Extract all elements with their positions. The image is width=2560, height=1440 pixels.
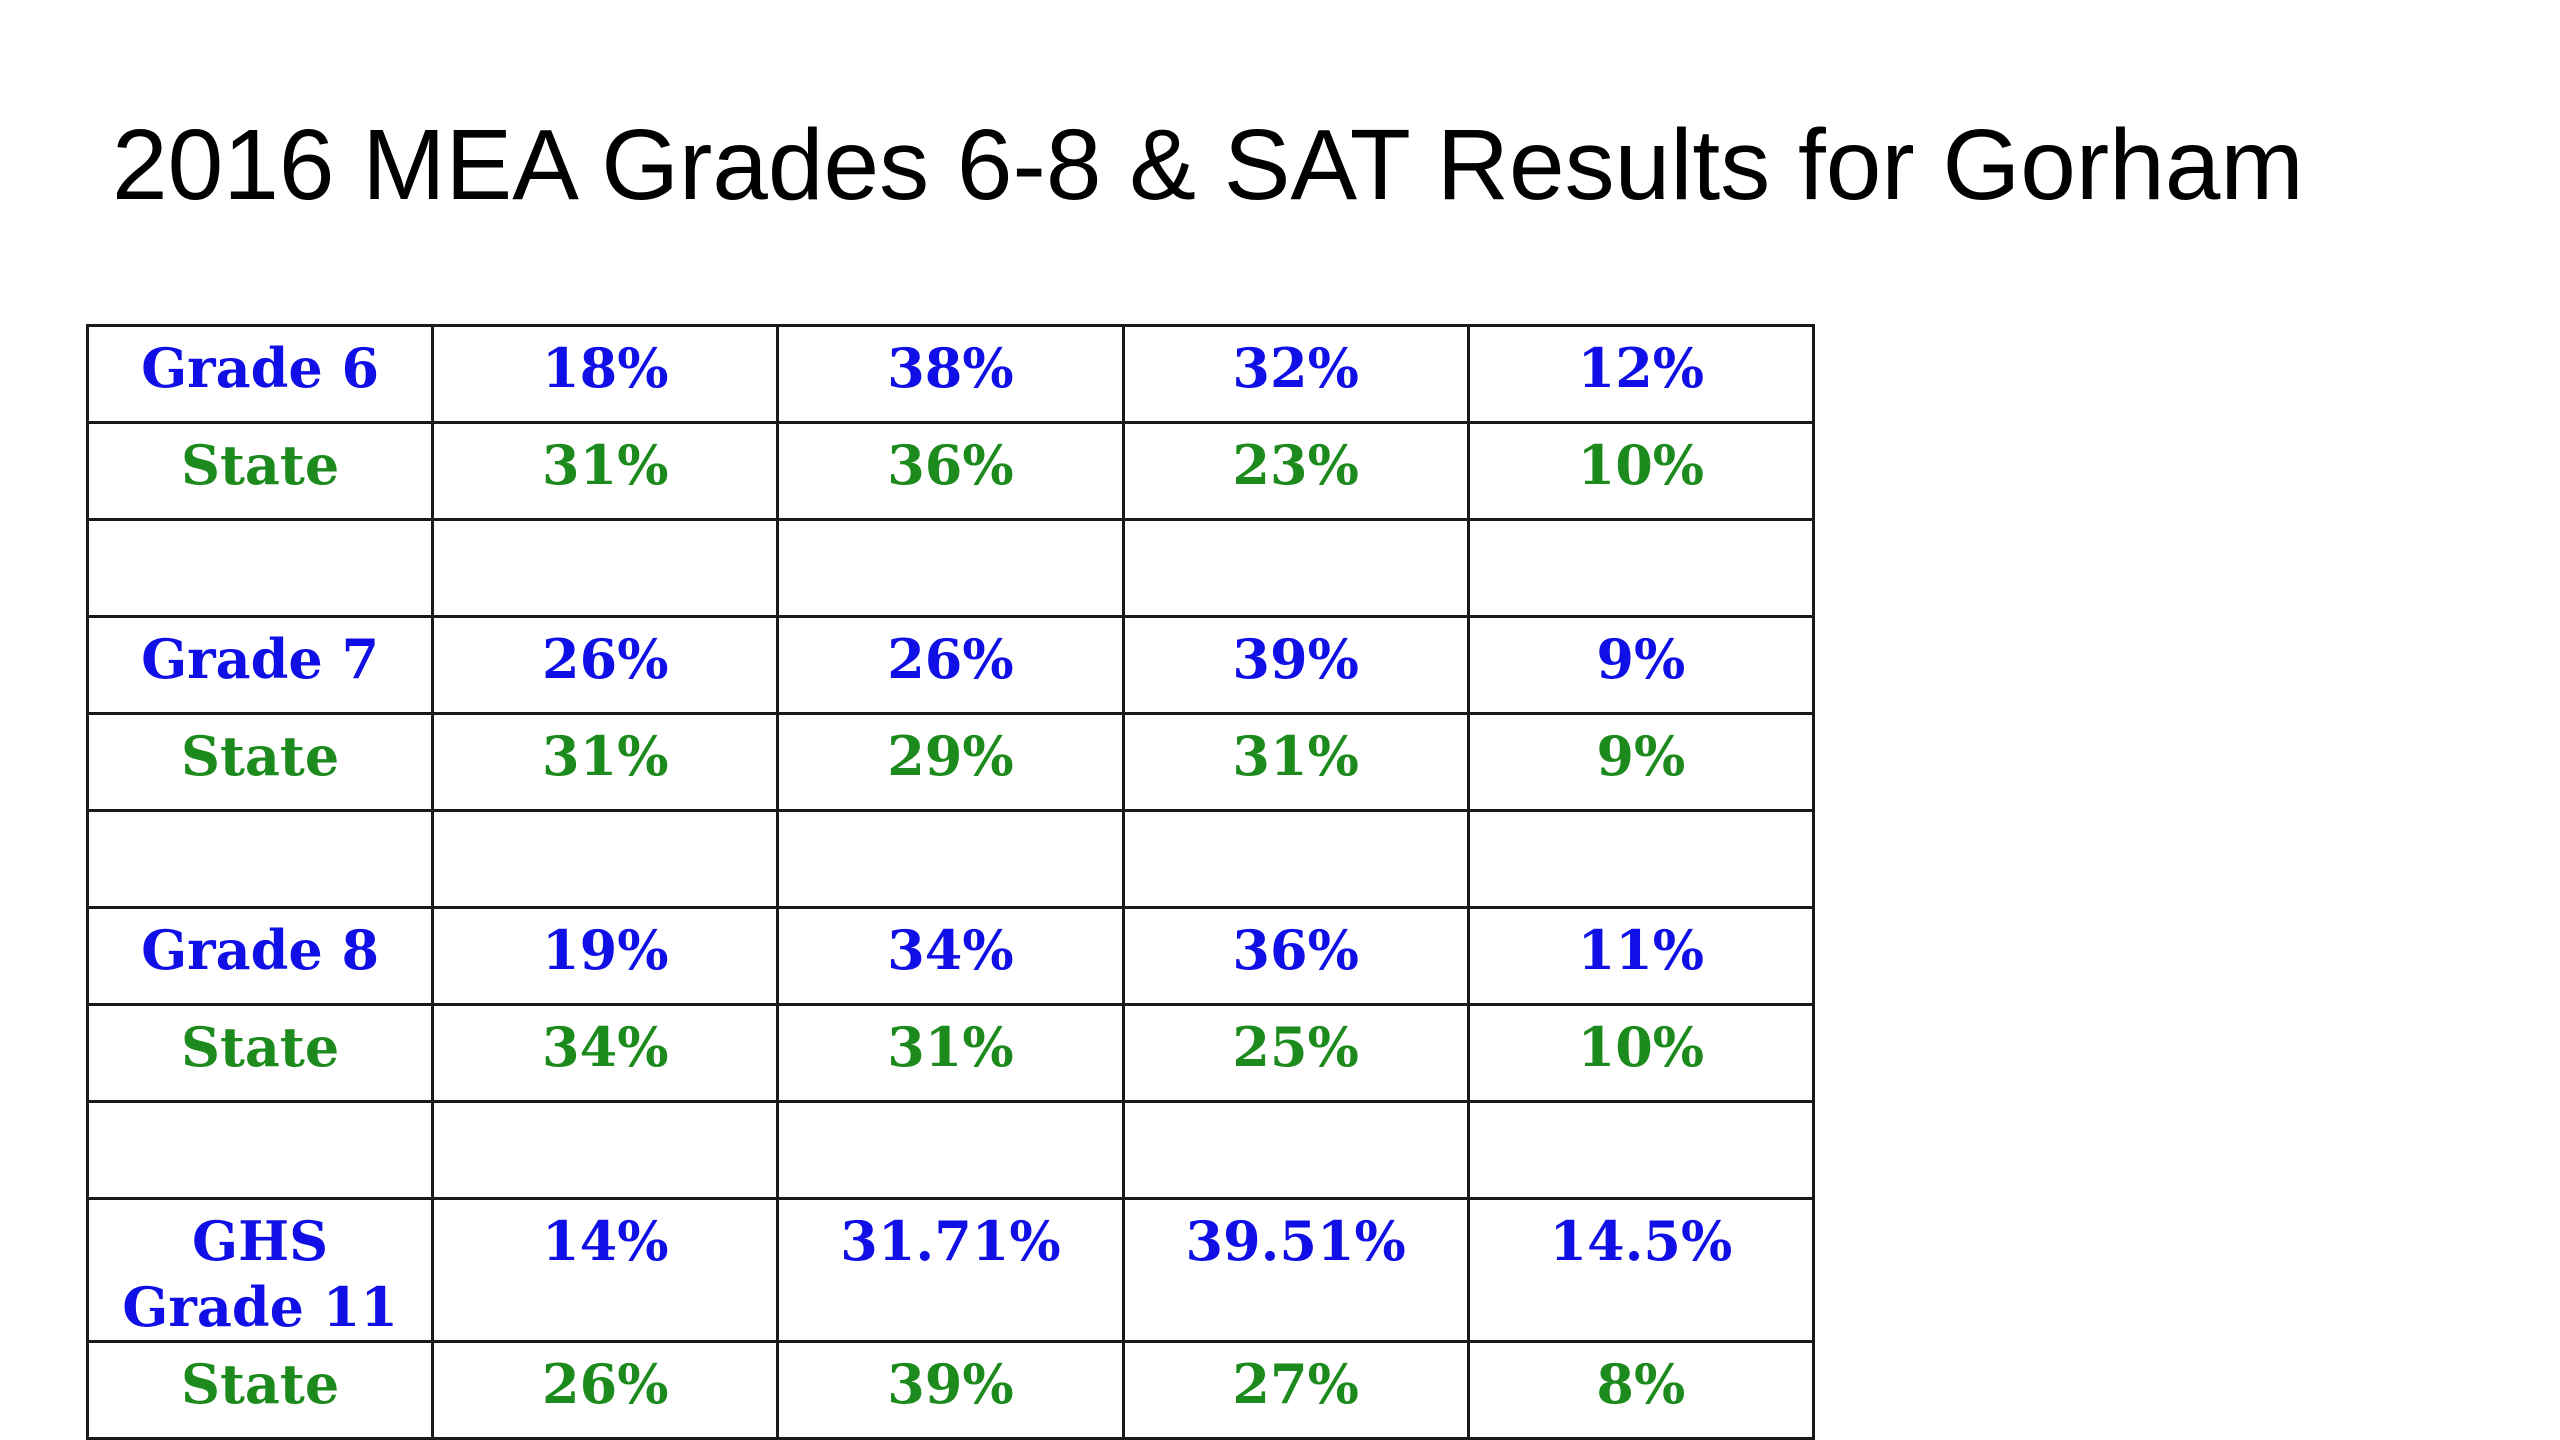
empty-cell (1466, 518, 1816, 618)
percent-cell: 36% (1121, 906, 1470, 1006)
empty-cell (1121, 518, 1470, 618)
state-row: State 31% 36% 23% 10% (85, 421, 1816, 521)
school-row: GHS Grade 11 14% 31.71% 39.51% 14.5% (85, 1197, 1816, 1343)
empty-cell (85, 1100, 435, 1200)
percent-cell: 31% (431, 712, 780, 812)
percent-cell: 34% (776, 906, 1125, 1006)
empty-cell (776, 1100, 1125, 1200)
percent-cell: 29% (776, 712, 1125, 812)
percent-cell: 39% (1121, 615, 1470, 715)
slide-title: 2016 MEA Grades 6-8 & SAT Results for Go… (112, 109, 2304, 221)
empty-cell (1121, 809, 1470, 909)
percent-cell: 9% (1466, 712, 1816, 812)
row-label-cell: Grade 8 (85, 906, 435, 1006)
percent-cell: 31.71% (776, 1197, 1125, 1343)
empty-cell (85, 809, 435, 909)
school-row: Grade 6 18% 38% 32% 12% (85, 324, 1816, 424)
percent-cell: 14.5% (1466, 1197, 1816, 1343)
empty-cell (1466, 809, 1816, 909)
percent-cell: 36% (776, 421, 1125, 521)
state-row: State 31% 29% 31% 9% (85, 712, 1816, 812)
row-label-cell: State (85, 421, 435, 521)
school-row: Grade 7 26% 26% 39% 9% (85, 615, 1816, 715)
percent-cell: 18% (431, 324, 780, 424)
row-label-cell: Grade 7 (85, 615, 435, 715)
percent-cell: 10% (1466, 421, 1816, 521)
row-label-cell: Grade 6 (85, 324, 435, 424)
spacer-row (85, 518, 1816, 618)
percent-cell: 26% (431, 615, 780, 715)
percent-cell: 38% (776, 324, 1125, 424)
row-label-cell: State (85, 1003, 435, 1103)
empty-cell (431, 518, 780, 618)
spacer-row (85, 1100, 1816, 1200)
percent-cell: 12% (1466, 324, 1816, 424)
percent-cell: 34% (431, 1003, 780, 1103)
results-table: Grade 6 18% 38% 32% 12% State 31% 36% 23% 10% Grad… (85, 324, 1816, 1440)
results-table-body: Grade 6 18% 38% 32% 12% State 31% 36% 23% 10% Grad… (85, 324, 1816, 1440)
row-label-cell: State (85, 712, 435, 812)
percent-cell: 25% (1121, 1003, 1470, 1103)
empty-cell (776, 809, 1125, 909)
percent-cell: 10% (1466, 1003, 1816, 1103)
percent-cell: 19% (431, 906, 780, 1006)
percent-cell: 8% (1466, 1340, 1816, 1440)
percent-cell: 31% (1121, 712, 1470, 812)
percent-cell: 31% (431, 421, 780, 521)
percent-cell: 11% (1466, 906, 1816, 1006)
percent-cell: 39% (776, 1340, 1125, 1440)
empty-cell (776, 518, 1125, 618)
row-label-cell: State (85, 1340, 435, 1440)
percent-cell: 32% (1121, 324, 1470, 424)
empty-cell (1466, 1100, 1816, 1200)
percent-cell: 31% (776, 1003, 1125, 1103)
percent-cell: 9% (1466, 615, 1816, 715)
percent-cell: 26% (431, 1340, 780, 1440)
row-label-cell: GHS Grade 11 (85, 1197, 435, 1343)
empty-cell (431, 809, 780, 909)
percent-cell: 27% (1121, 1340, 1470, 1440)
percent-cell: 39.51% (1121, 1197, 1470, 1343)
school-row: Grade 8 19% 34% 36% 11% (85, 906, 1816, 1006)
percent-cell: 14% (431, 1197, 780, 1343)
percent-cell: 23% (1121, 421, 1470, 521)
state-row: State 34% 31% 25% 10% (85, 1003, 1816, 1103)
empty-cell (85, 518, 435, 618)
empty-cell (431, 1100, 780, 1200)
spacer-row (85, 809, 1816, 909)
state-row: State 26% 39% 27% 8% (85, 1340, 1816, 1440)
empty-cell (1121, 1100, 1470, 1200)
percent-cell: 26% (776, 615, 1125, 715)
